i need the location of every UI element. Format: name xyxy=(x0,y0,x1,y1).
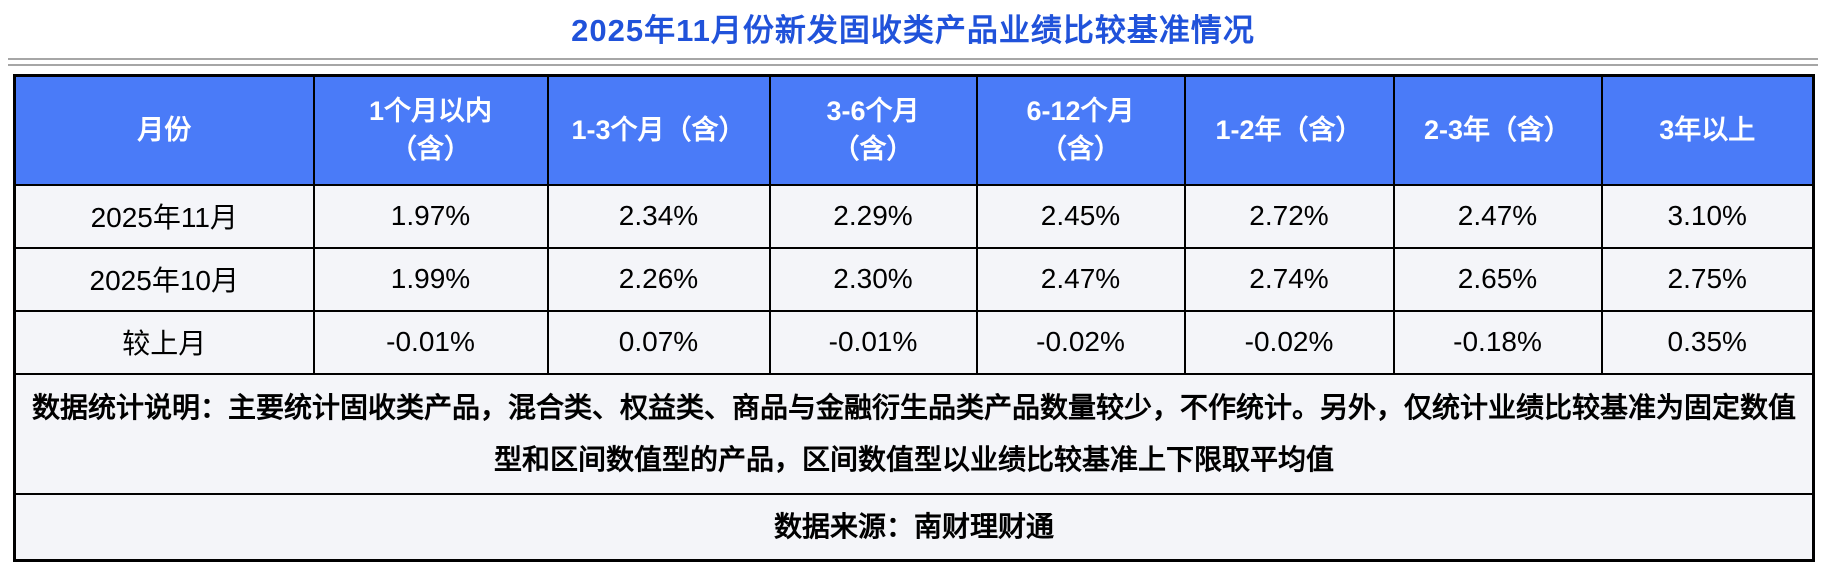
value-cell: -0.18% xyxy=(1392,309,1603,375)
data-source: 数据来源：南财理财通 xyxy=(13,492,1815,561)
row-label: 较上月 xyxy=(13,309,315,375)
value-cell: 2.72% xyxy=(1183,183,1395,249)
table-row-2025-10: 2025年10月 1.99% 2.26% 2.30% 2.47% 2.74% 2… xyxy=(13,246,1815,312)
value-cell: 0.07% xyxy=(546,309,771,375)
benchmark-table: 月份 1个月以内 （含） 1-3个月（含） 3-6个月 （含） 6-12个月 （… xyxy=(13,74,1815,562)
value-cell: 1.97% xyxy=(312,183,549,249)
column-header-month: 月份 xyxy=(13,74,315,186)
value-cell: -0.02% xyxy=(1183,309,1395,375)
column-header-under-1m: 1个月以内 （含） xyxy=(312,74,549,186)
value-cell: 3.10% xyxy=(1600,183,1815,249)
value-cell: 1.99% xyxy=(312,246,549,312)
column-header-3-6m: 3-6个月 （含） xyxy=(768,74,978,186)
column-header-6-12m: 6-12个月 （含） xyxy=(975,74,1186,186)
table-row-note: 数据统计说明：主要统计固收类产品，混合类、权益类、商品与金融衍生品类产品数量较少… xyxy=(13,372,1815,495)
table-row-source: 数据来源：南财理财通 xyxy=(13,492,1815,561)
value-cell: 2.30% xyxy=(768,246,978,312)
table-row-mom-change: 较上月 -0.01% 0.07% -0.01% -0.02% -0.02% -0… xyxy=(13,309,1815,375)
value-cell: 2.47% xyxy=(975,246,1186,312)
value-cell: 2.65% xyxy=(1392,246,1603,312)
header-row: 月份 1个月以内 （含） 1-3个月（含） 3-6个月 （含） 6-12个月 （… xyxy=(13,74,1815,186)
value-cell: 2.26% xyxy=(546,246,771,312)
value-cell: 2.29% xyxy=(768,183,978,249)
value-cell: 2.34% xyxy=(546,183,771,249)
row-label: 2025年11月 xyxy=(13,183,315,249)
row-label: 2025年10月 xyxy=(13,246,315,312)
value-cell: -0.01% xyxy=(768,309,978,375)
title-divider xyxy=(8,58,1818,66)
column-header-1-2y: 1-2年（含） xyxy=(1183,74,1395,186)
value-cell: 2.45% xyxy=(975,183,1186,249)
value-cell: 0.35% xyxy=(1600,309,1815,375)
page-title: 2025年11月份新发固收类产品业绩比较基准情况 xyxy=(571,13,1255,48)
stats-note: 数据统计说明：主要统计固收类产品，混合类、权益类、商品与金融衍生品类产品数量较少… xyxy=(13,372,1815,495)
column-header-over-3y: 3年以上 xyxy=(1600,74,1815,186)
value-cell: 2.75% xyxy=(1600,246,1815,312)
value-cell: -0.01% xyxy=(312,309,549,375)
value-cell: 2.74% xyxy=(1183,246,1395,312)
column-header-2-3y: 2-3年（含） xyxy=(1392,74,1603,186)
value-cell: -0.02% xyxy=(975,309,1186,375)
table-row-2025-11: 2025年11月 1.97% 2.34% 2.29% 2.45% 2.72% 2… xyxy=(13,183,1815,249)
value-cell: 2.47% xyxy=(1392,183,1603,249)
column-header-1-3m: 1-3个月（含） xyxy=(546,74,771,186)
